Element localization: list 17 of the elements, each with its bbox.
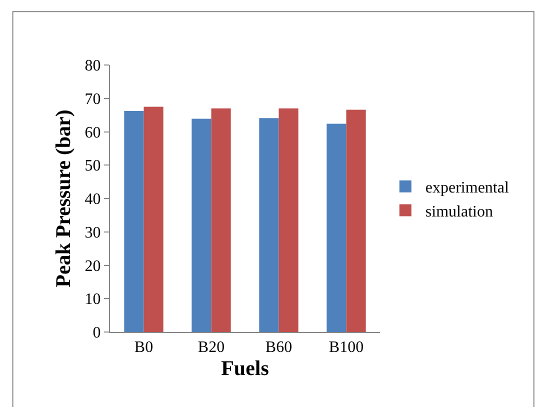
y-tick-label: 10 xyxy=(84,291,101,308)
y-tick-label: 80 xyxy=(84,58,101,75)
y-tick-label: 60 xyxy=(84,124,101,142)
y-tick-label: 40 xyxy=(84,191,101,208)
x-tick-label: B0 xyxy=(134,339,154,356)
legend-label: experimental xyxy=(425,180,510,197)
y-tick-label: 30 xyxy=(84,224,101,242)
x-tick-label: B20 xyxy=(198,339,225,356)
legend-label: simulation xyxy=(425,203,493,220)
y-axis-title: Peak Pressure (bar) xyxy=(50,110,75,288)
x-tick-label: B100 xyxy=(328,339,364,356)
y-tick-label: 50 xyxy=(84,158,101,175)
y-tick-label: 70 xyxy=(84,90,101,108)
x-tick-label: B60 xyxy=(265,339,292,356)
x-axis-title: Fuels xyxy=(221,356,269,380)
y-tick-label: 20 xyxy=(84,258,101,275)
y-tick-label: 0 xyxy=(92,324,101,342)
